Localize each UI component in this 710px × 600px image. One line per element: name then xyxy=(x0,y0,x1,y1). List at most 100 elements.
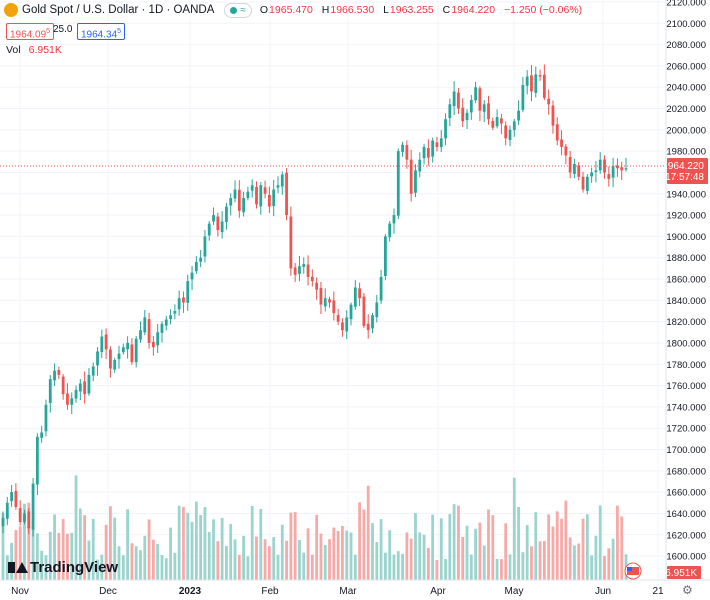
gear-icon[interactable]: ⚙ xyxy=(682,583,693,597)
candle-body xyxy=(130,344,134,363)
price-tick-label: 2060.000 xyxy=(666,61,706,72)
volume-bar xyxy=(512,477,516,580)
symbol-title[interactable]: Gold Spot / U.S. Dollar · 1D · OANDA xyxy=(22,4,215,16)
time-tick-label: Feb xyxy=(261,586,279,597)
flag-icon[interactable] xyxy=(624,562,642,580)
volume-bar xyxy=(530,546,533,580)
candle-body xyxy=(465,112,469,121)
volume-bar xyxy=(310,554,314,580)
candle-body xyxy=(345,317,349,332)
volume-bar xyxy=(87,540,91,580)
candle-body xyxy=(48,379,52,403)
volume-bar xyxy=(233,539,237,580)
volume-bar xyxy=(177,505,181,580)
volume-bar xyxy=(44,555,48,580)
volume-bar xyxy=(388,530,392,580)
spread-value: 25.0 xyxy=(53,24,73,35)
volume-bar xyxy=(229,524,233,580)
volume-bar xyxy=(375,542,379,580)
candle-body xyxy=(35,436,39,485)
candle-body xyxy=(250,185,254,191)
volume-bar xyxy=(194,501,198,580)
candle-body xyxy=(242,198,246,213)
volume-bar xyxy=(14,530,18,580)
volume-bar xyxy=(48,531,52,580)
volume-bar xyxy=(594,535,598,580)
volume-bar xyxy=(418,532,422,580)
candle-body xyxy=(298,266,301,274)
bar-countdown: 17:57:48 xyxy=(665,172,704,183)
volume-bar xyxy=(139,550,142,580)
volume-bar xyxy=(78,508,82,580)
sell-button[interactable]: 1964.095 xyxy=(6,23,55,40)
volume-bar xyxy=(444,558,447,580)
volume-bar xyxy=(349,532,353,580)
price-tick-label: 2120.000 xyxy=(666,0,706,9)
high-value: 1966.530 xyxy=(330,4,375,16)
volume-bar xyxy=(358,502,362,580)
candle-body xyxy=(551,105,555,126)
time-tick-label: May xyxy=(505,586,524,597)
candle-body xyxy=(10,492,13,502)
candle-body xyxy=(418,159,422,172)
price-tick-label: 1900.000 xyxy=(666,232,706,243)
candle-body xyxy=(186,281,190,303)
candle-body xyxy=(182,297,185,303)
candle-body xyxy=(74,389,78,399)
volume-bar xyxy=(581,518,585,580)
candle-body xyxy=(27,511,31,529)
time-axis[interactable]: Nov Dec 2023 Feb Mar Apr May Jun 21 xyxy=(11,586,664,597)
market-status-pill[interactable]: ≈ xyxy=(224,2,252,18)
volume-bar xyxy=(117,546,121,580)
candle-body xyxy=(624,168,628,170)
volume-bar xyxy=(83,515,87,580)
volume-legend: Vol 6.951K xyxy=(6,44,62,56)
candle-body xyxy=(401,144,404,152)
volume-bar xyxy=(5,555,9,580)
candle-body xyxy=(521,85,525,110)
candle-body xyxy=(100,336,104,353)
volume-bar xyxy=(323,545,327,580)
brand-name: TradingView xyxy=(30,559,119,576)
buy-button[interactable]: 1964.345 xyxy=(77,23,126,40)
candle-body xyxy=(139,330,142,340)
candle-body xyxy=(585,176,589,191)
candle-body xyxy=(18,508,22,522)
volume-bar xyxy=(203,507,207,580)
volume-bar xyxy=(603,556,606,580)
volume-bar xyxy=(156,543,160,580)
volume-bar xyxy=(366,485,370,580)
tradingview-logo[interactable]: TradingView xyxy=(8,559,118,576)
candle-body xyxy=(620,167,624,171)
candle-body xyxy=(366,323,370,331)
price-tick-label: 2000.000 xyxy=(666,125,706,136)
candle-body xyxy=(113,360,117,370)
price-axis[interactable]: 2120.000 2100.000 2080.000 2060.000 2040.000… xyxy=(666,0,706,563)
candle-body xyxy=(216,216,220,231)
candle-body xyxy=(220,221,224,233)
candle-body xyxy=(212,215,215,222)
volume-bar xyxy=(160,555,164,580)
candle-body xyxy=(469,100,473,113)
volume-bar xyxy=(379,519,383,580)
volume-bar xyxy=(538,541,542,580)
volume-bar xyxy=(426,547,430,580)
candle-body xyxy=(328,299,331,303)
candle-body xyxy=(96,351,99,366)
candle-body xyxy=(388,223,392,238)
candle-body xyxy=(448,104,452,118)
candle-body xyxy=(478,88,482,111)
volume-bar xyxy=(396,551,400,580)
candle-body xyxy=(164,319,168,326)
price-tick-label: 1720.000 xyxy=(666,424,706,435)
volume-bar xyxy=(564,500,568,580)
candle-body xyxy=(512,121,516,130)
volume-bar xyxy=(61,519,65,580)
volume-bar xyxy=(336,531,340,580)
time-tick-label: 2023 xyxy=(179,586,202,597)
volume-bar xyxy=(263,539,267,580)
candle-body xyxy=(61,376,65,395)
volume-bar xyxy=(469,554,473,580)
price-tick-label: 1860.000 xyxy=(666,275,706,286)
